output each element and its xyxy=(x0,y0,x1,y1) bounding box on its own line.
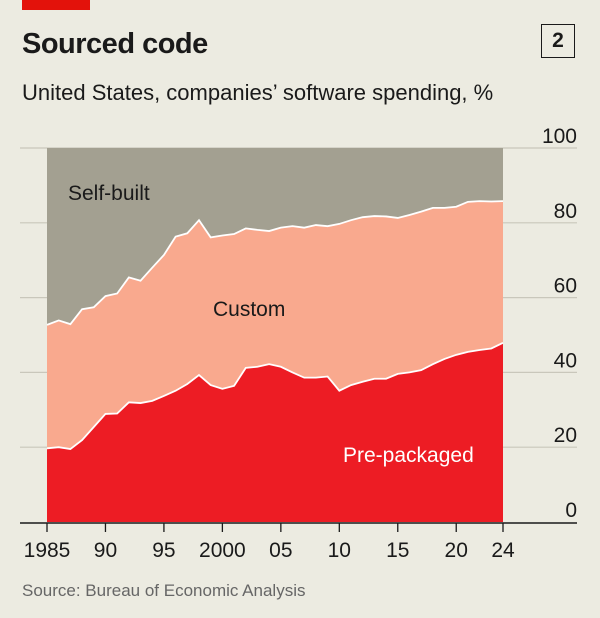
y-tick-label: 0 xyxy=(565,499,577,522)
boundary-line-pre-packaged xyxy=(46,342,504,451)
x-tick-label: 10 xyxy=(328,539,351,562)
chart-subtitle: United States, companies’ software spend… xyxy=(22,80,494,105)
x-tick-label: 15 xyxy=(386,539,409,562)
x-tick-label: 90 xyxy=(94,539,117,562)
x-tick-label: 2000 xyxy=(199,539,246,562)
y-tick-label: 60 xyxy=(554,275,577,298)
brand-bar xyxy=(22,0,90,10)
chart-number-badge: 2 xyxy=(541,24,575,58)
x-tick-label: 1985 xyxy=(24,539,71,562)
series-label-self-built: Self-built xyxy=(68,182,150,205)
series-label-pre-packaged: Pre-packaged xyxy=(343,444,474,467)
y-tick-label: 40 xyxy=(554,349,577,372)
area-pre-packaged xyxy=(47,342,503,522)
x-tick-label: 05 xyxy=(269,539,292,562)
chart-title: Sourced code xyxy=(22,28,208,60)
area-custom xyxy=(47,201,503,450)
y-tick-label: 80 xyxy=(554,200,577,223)
y-tick-label: 100 xyxy=(542,125,577,148)
series-label-custom: Custom xyxy=(213,298,285,321)
x-tick-label: 95 xyxy=(152,539,175,562)
x-tick-label: 20 xyxy=(445,539,468,562)
boundary-line-custom xyxy=(46,200,504,326)
area-self-built xyxy=(47,148,503,325)
source-note: Source: Bureau of Economic Analysis xyxy=(22,581,306,600)
x-tick-label: 24 xyxy=(491,539,515,562)
y-tick-label: 20 xyxy=(554,424,577,447)
